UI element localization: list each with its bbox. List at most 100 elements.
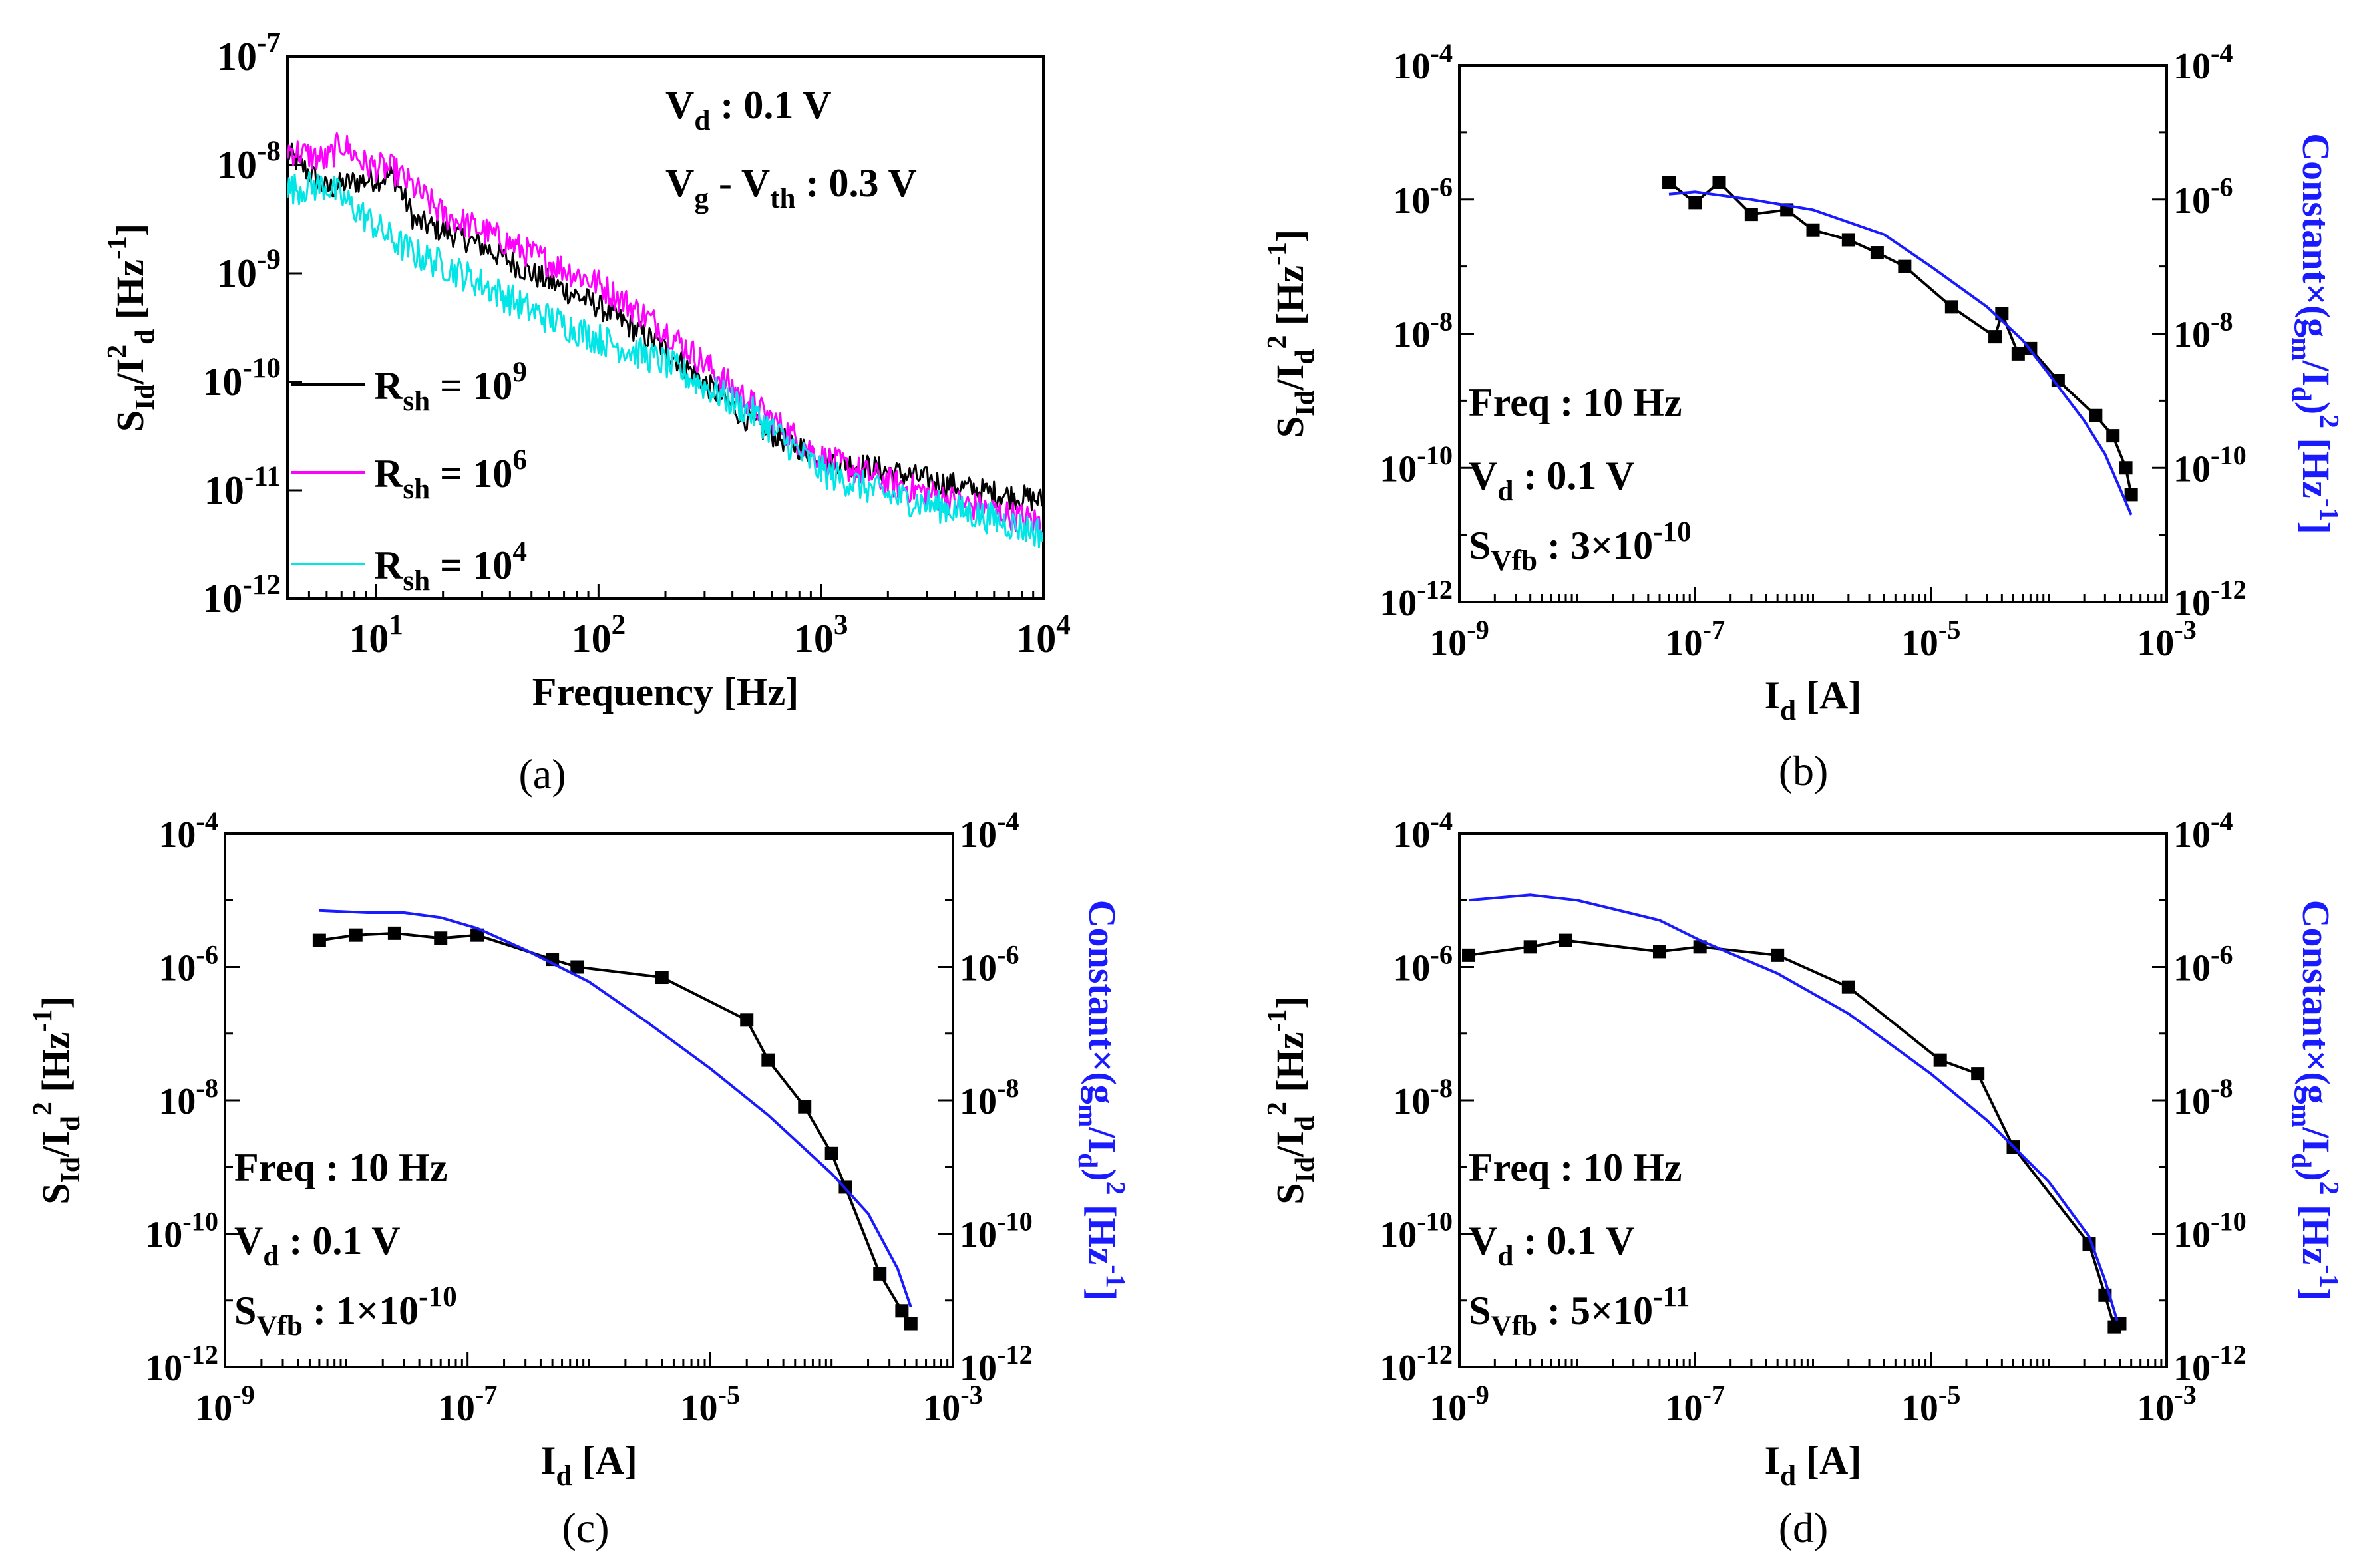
text-part: sh <box>403 474 430 505</box>
data-point <box>1898 259 1912 273</box>
chart-a: 101 102 103 10410-710-810-910-1010-1110-12F… <box>102 27 1071 798</box>
text-part: 10 <box>2137 623 2174 664</box>
x-tick-label: 102 <box>572 609 626 661</box>
y-tick-label: 10-11 <box>204 461 281 512</box>
text-part: V <box>1469 1219 1497 1263</box>
text-part: 10 <box>1429 1388 1467 1429</box>
text-part: 10 <box>2137 1388 2174 1429</box>
figure-caption: (b) <box>1779 747 1829 794</box>
text-part: Id <box>55 1157 86 1183</box>
text-part: 4 <box>1056 609 1071 641</box>
text-part: -1 <box>1262 1009 1292 1032</box>
data-point <box>1771 948 1785 962</box>
y-tick-label: 10-10 <box>145 1206 218 1255</box>
text-part: 10 <box>1901 1388 1938 1429</box>
text-part: S <box>1268 1183 1312 1204</box>
data-point <box>387 926 401 940</box>
chart-c: 10-9 10-7 10-5 10-310-4 10-410-6 10-610-8 10-8… <box>27 806 1131 1551</box>
text-part: S <box>108 410 152 432</box>
text-part: : 5×10 <box>1537 1289 1653 1333</box>
figure-caption: (d) <box>1779 1504 1829 1551</box>
text-part: -11 <box>1653 1281 1690 1313</box>
data-point <box>1462 948 1476 962</box>
text-part: -4 <box>1430 38 1453 68</box>
y-tick-label-right: 10-6 <box>2173 939 2233 989</box>
text-part: /I <box>1268 1131 1312 1158</box>
data-point <box>1841 980 1855 994</box>
y-axis-label: SId/Id2 [Hz-1] <box>27 996 86 1204</box>
text-part: 10 <box>2173 948 2211 989</box>
y-tick-label: 10-6 <box>1393 172 1453 222</box>
y-tick-label: 10-10 <box>202 353 281 404</box>
x-tick-label: 10-7 <box>1666 1380 1725 1429</box>
y-tick-label-right: 10-12 <box>960 1340 1033 1389</box>
text-part: 10 <box>1429 623 1467 664</box>
text-part: -6 <box>196 939 218 969</box>
y-axis-label: SId/I2d [Hz-1] <box>102 224 160 432</box>
data-point <box>2011 347 2025 361</box>
y-tick-label: 10-9 <box>217 244 281 295</box>
figure-caption: (a) <box>518 750 566 798</box>
data-point <box>570 960 584 974</box>
y-tick-label: 10-6 <box>158 939 218 989</box>
plot-frame <box>1458 64 2168 603</box>
text-part: -8 <box>1430 1073 1453 1103</box>
data-point <box>312 933 326 947</box>
text-part: -10 <box>1417 1206 1453 1236</box>
y-tick-label: 10-8 <box>1393 306 1453 355</box>
text-part: Constant×(g <box>1081 900 1124 1104</box>
text-part: V <box>665 161 694 205</box>
annotation-freq: Freq : 10 Hz <box>1469 1146 1682 1189</box>
text-part: -10 <box>419 1281 457 1313</box>
annotation-vd: Vd : 0.1 V <box>1469 1219 1635 1272</box>
text-part: -5 <box>1938 615 1961 645</box>
x-tick-label: 10-7 <box>438 1380 498 1429</box>
text-part: ] <box>1268 230 1312 242</box>
text-part: 10 <box>1393 948 1430 989</box>
text-part: -4 <box>997 806 1019 836</box>
text-part: -10 <box>182 1206 218 1236</box>
text-part: 2 <box>1100 1181 1131 1195</box>
x-tick-label: 10-5 <box>681 1380 741 1429</box>
text-part: 2 <box>1262 335 1292 349</box>
text-part: -9 <box>232 1380 255 1410</box>
text-part: 10 <box>1016 617 1056 661</box>
text-part: Freq : 10 Hz <box>234 1146 447 1189</box>
text-part: 2 <box>2314 414 2344 428</box>
legend-label: Rsh = 106 <box>374 444 527 505</box>
text-part: S <box>1268 416 1312 438</box>
data-point <box>1841 233 1855 247</box>
data-point <box>1558 933 1572 947</box>
text-part: Freq : 10 Hz <box>1469 381 1682 424</box>
data-point <box>2089 408 2103 422</box>
y-tick-label: 10-4 <box>1393 38 1453 87</box>
x-axis-label: Id [A] <box>540 1438 637 1491</box>
text-part: -4 <box>2211 38 2233 68</box>
text-part: 10 <box>1901 623 1938 664</box>
y-tick-label: 10-4 <box>1393 806 1453 856</box>
series-line-0 <box>1468 939 2121 1329</box>
text-part: -6 <box>1430 172 1453 202</box>
data-layer <box>1662 175 2138 516</box>
y-tick-label: 10-6 <box>1393 939 1453 989</box>
text-part: /I <box>2294 360 2338 387</box>
text-part: S <box>1469 1289 1491 1333</box>
text-part: -1 <box>27 1009 58 1032</box>
text-part: -8 <box>257 136 281 167</box>
text-part: R <box>374 452 403 496</box>
text-part: Vfb <box>256 1311 303 1342</box>
text-part: Vfb <box>1491 546 1537 577</box>
text-part: -10 <box>2211 440 2247 470</box>
series-line-1 <box>319 909 912 1308</box>
text-part: 10 <box>1393 814 1430 856</box>
text-part: [Hz <box>2294 428 2338 498</box>
annotation-vd: Vd : 0.1 V <box>1469 454 1635 507</box>
text-part: = 10 <box>430 364 512 408</box>
text-part: -1 <box>1100 1265 1131 1288</box>
text-part: /I <box>1268 365 1312 391</box>
chart-b: 10-9 10-7 10-5 10-310-4 10-410-6 10-610-8 10-8… <box>1262 38 2344 794</box>
text-part: sh <box>403 565 430 597</box>
x-tick-label: 10-3 <box>2137 1380 2197 1429</box>
y-tick-label: 10-8 <box>158 1073 218 1122</box>
text-part: -6 <box>2211 939 2233 969</box>
